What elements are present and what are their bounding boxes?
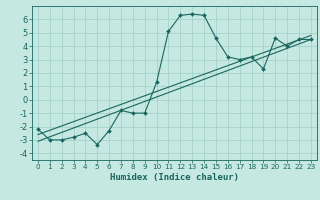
X-axis label: Humidex (Indice chaleur): Humidex (Indice chaleur) bbox=[110, 173, 239, 182]
